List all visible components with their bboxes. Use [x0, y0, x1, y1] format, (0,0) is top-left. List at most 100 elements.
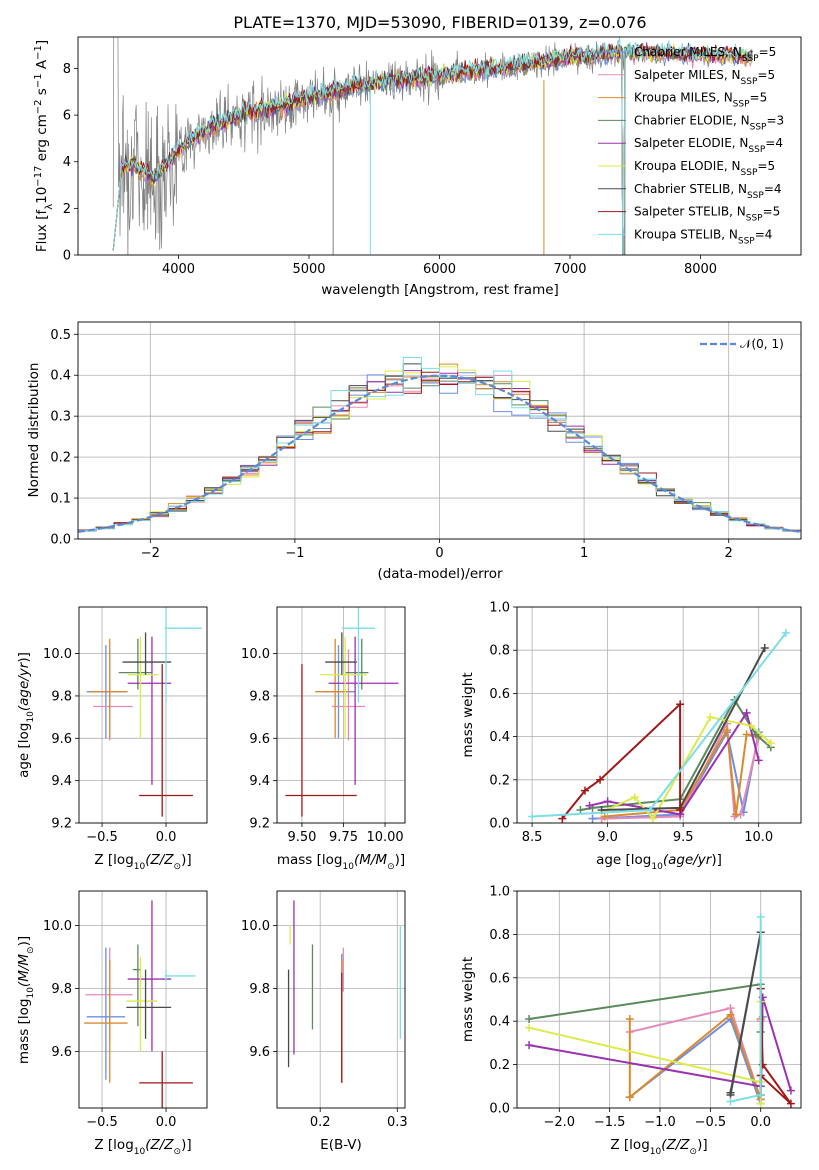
weight-series-marker — [756, 1099, 765, 1108]
errorbar-point — [139, 1051, 193, 1108]
weight-series-line — [580, 697, 772, 811]
legend-entry: Chabrier ELODIE, NSSP=3 — [634, 113, 784, 132]
weight-series-marker — [600, 812, 609, 821]
weight-series-marker — [786, 1086, 795, 1095]
residual-histogram-step — [78, 357, 801, 532]
weight-series-marker — [722, 726, 731, 735]
legend-entry: Chabrier STELIB, NSSP=4 — [634, 182, 782, 201]
errorbar-point — [84, 960, 128, 1083]
weight-series-marker — [585, 801, 594, 810]
y-tick-label: 0.8 — [489, 928, 510, 943]
x-axis-label: E(B-V) — [320, 1137, 362, 1153]
plot-area-mass-vs-Z — [84, 900, 196, 1108]
y-axis-label: mass weight — [460, 672, 476, 757]
y-axis-label: Normed distribution — [26, 363, 42, 498]
weight-series-marker — [754, 756, 763, 765]
plot-area-weight-vs-Z — [525, 913, 795, 1108]
plot-area-residuals — [78, 357, 801, 533]
weight-series-marker — [525, 1041, 534, 1050]
plot-area-age-vs-Z — [86, 607, 202, 817]
x-axis-label: mass [log10(M/M⊙)] — [277, 852, 405, 872]
x-tick-label: 0 — [435, 546, 443, 561]
errorbar-point — [345, 638, 369, 690]
x-axis-label: Z [log10(Z/Z⊙)] — [610, 1137, 707, 1157]
x-axis-label: age [log10(age/yr)] — [596, 852, 722, 872]
x-tick-label: 9.75 — [329, 830, 358, 845]
spectrum-legend: Chabrier MILES, NSSP=5 Salpeter MILES, NS… — [598, 45, 784, 246]
weight-series-marker — [766, 739, 775, 748]
y-tick-label: 0.6 — [489, 687, 510, 702]
legend-entry: Salpeter ELODIE, NSSP=4 — [634, 136, 783, 155]
y-tick-label: 0.2 — [489, 1058, 510, 1073]
weight-series-marker — [756, 1090, 765, 1099]
legend-entry: Kroupa STELIB, NSSP=4 — [634, 227, 772, 246]
errorbar-point — [89, 638, 128, 739]
x-tick-label: 7000 — [553, 262, 586, 277]
y-tick-label: 0.6 — [489, 971, 510, 986]
errorbar-point — [86, 947, 126, 1080]
weight-series-line — [629, 1007, 762, 1100]
y-tick-label: 0.4 — [50, 369, 71, 384]
legend-entry: Salpeter STELIB, NSSP=5 — [634, 205, 780, 224]
weight-series — [558, 700, 685, 823]
errorbar-point — [132, 944, 141, 1027]
weight-series-marker — [625, 1015, 634, 1024]
plot-area-weight-vs-age — [528, 628, 790, 823]
weight-series-line — [528, 983, 762, 1032]
weight-series-marker — [756, 913, 765, 922]
y-tick-label: 1.0 — [489, 885, 510, 900]
y-tick-label: 0.1 — [50, 492, 71, 507]
legend-entry: Kroupa ELODIE, NSSP=5 — [634, 159, 775, 178]
weight-series-marker — [525, 1023, 534, 1032]
x-tick-label: 9.5 — [673, 830, 694, 845]
errorbar-point — [325, 632, 357, 675]
y-tick-label: 9.2 — [51, 817, 72, 832]
weight-series-marker — [742, 730, 751, 739]
x-tick-label: 0.0 — [156, 830, 177, 845]
x-axis-label: wavelength [Angstrom, rest frame] — [321, 282, 559, 298]
weight-series-marker — [630, 793, 639, 802]
x-tick-label: −0.5 — [86, 830, 118, 845]
weight-series-marker — [558, 814, 567, 823]
weight-series-marker — [726, 1097, 735, 1106]
weight-series-marker — [760, 644, 769, 653]
weight-series-marker — [625, 1093, 634, 1102]
x-tick-label: 0.3 — [387, 1115, 408, 1130]
weight-series-marker — [706, 713, 715, 722]
y-tick-label: 10.0 — [241, 647, 270, 662]
axes-weight-vs-Z: −2.0 −1.5 −1.0 −0.5 0.0 0.0 0.2 0.4 0.6 0.8 1.0 — [489, 885, 802, 1130]
x-tick-label: −1.5 — [594, 1115, 626, 1130]
weight-series — [528, 628, 790, 821]
y-tick-label: 0.5 — [50, 328, 71, 343]
weight-series-marker — [588, 814, 597, 823]
y-tick-label: 0.3 — [50, 410, 71, 425]
axes-weight-vs-age: 8.5 9.0 9.5 10.0 0.0 0.2 0.4 0.6 0.8 1.0 — [489, 601, 802, 845]
y-tick-label: 9.2 — [249, 817, 270, 832]
model-spectrum-line — [112, 43, 753, 255]
y-tick-label: 10.0 — [241, 919, 270, 934]
weight-series-marker — [676, 806, 685, 815]
y-tick-label: 0 — [63, 249, 71, 264]
y-tick-label: 9.8 — [51, 982, 72, 997]
errorbar-point — [341, 607, 376, 703]
errorbar-point — [139, 664, 193, 817]
weight-series-line — [528, 1001, 762, 1104]
x-tick-label: 0.0 — [156, 1115, 177, 1130]
normal-curve — [78, 374, 801, 533]
errorbar-point — [285, 664, 357, 817]
x-axis-label: (data-model)/error — [377, 566, 503, 582]
x-tick-label: −0.5 — [695, 1115, 727, 1130]
y-tick-label: 0.4 — [489, 1015, 510, 1030]
legend-entry: Kroupa MILES, NSSP=5 — [634, 91, 767, 110]
y-tick-label: 9.8 — [249, 982, 270, 997]
y-tick-label: 0.0 — [489, 817, 510, 832]
x-tick-label: 9.0 — [597, 830, 618, 845]
y-axis-label: Flux [fλ10−17 erg cm−2 s−1 A−1] — [33, 40, 55, 252]
y-tick-label: 2 — [63, 202, 71, 217]
errorbar-point — [331, 649, 366, 741]
y-tick-label: 8 — [63, 62, 71, 77]
errorbar-point — [93, 649, 133, 741]
errorbar-point — [127, 636, 159, 739]
weight-series-marker — [742, 708, 751, 717]
x-tick-label: 8.5 — [522, 830, 543, 845]
